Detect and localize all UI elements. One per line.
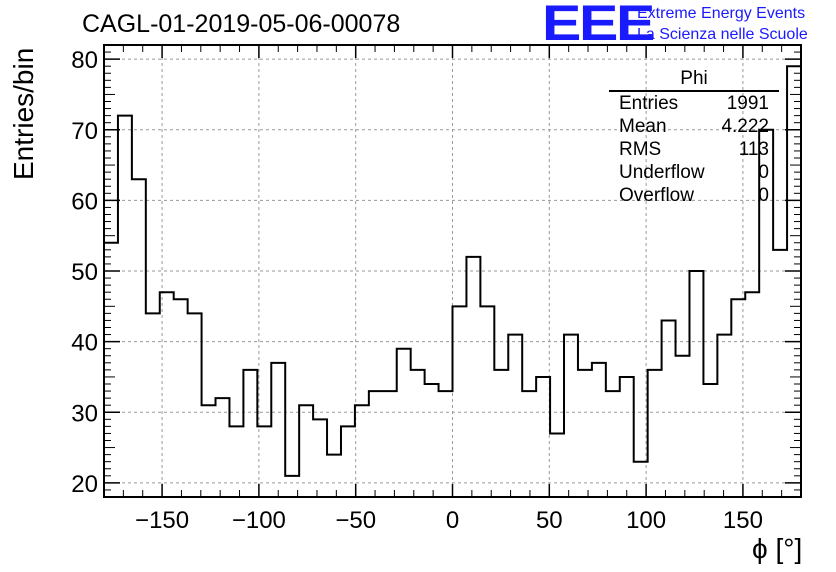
histogram-bin xyxy=(480,306,494,497)
histogram-bin xyxy=(689,271,703,497)
histogram-bin xyxy=(508,335,522,497)
histogram-bin xyxy=(369,391,383,497)
histogram-bin xyxy=(439,391,453,497)
stats-label: Overflow xyxy=(619,185,694,206)
histogram-bin xyxy=(271,363,285,497)
x-tick-label: −50 xyxy=(335,507,376,534)
histogram-bin xyxy=(494,370,508,497)
x-tick-label: 150 xyxy=(723,507,763,534)
y-tick-label: 20 xyxy=(71,471,98,498)
eee-logo: EEE xyxy=(542,0,655,51)
histogram-bin xyxy=(466,257,480,497)
stats-label: Mean xyxy=(619,116,667,137)
histogram-bin xyxy=(383,391,397,497)
y-tick-label: 70 xyxy=(71,118,98,145)
stats-value: 0 xyxy=(758,185,769,206)
histogram-bin xyxy=(313,419,327,497)
histogram-bin xyxy=(787,66,801,497)
histogram-bin xyxy=(550,433,564,497)
y-tick-label: 50 xyxy=(71,259,98,286)
histogram-bin xyxy=(592,363,606,497)
stats-row: RMS 113 xyxy=(609,138,779,161)
stats-label: RMS xyxy=(619,139,662,160)
histogram-bin xyxy=(202,405,216,497)
stats-row: Entries 1991 xyxy=(609,92,779,115)
stats-value: 113 xyxy=(738,139,769,160)
histogram-bin xyxy=(606,391,620,497)
logo-caption: Extreme Energy Events La Scienza nelle S… xyxy=(637,3,808,45)
histogram-bin xyxy=(118,116,132,497)
histogram-bin xyxy=(355,405,369,497)
histogram-bin xyxy=(453,306,467,497)
histogram-bin xyxy=(146,313,160,497)
histogram-bin xyxy=(522,391,536,497)
logo-caption-line2: La Scienza nelle Scuole xyxy=(637,26,808,43)
y-tick-label: 60 xyxy=(71,188,98,215)
histogram-bin xyxy=(327,455,341,497)
stats-value: 1991 xyxy=(726,93,769,114)
x-tick-label: −100 xyxy=(232,507,286,534)
histogram-bin xyxy=(160,292,174,497)
histogram-bin xyxy=(299,405,313,497)
y-tick-label: 30 xyxy=(71,400,98,427)
histogram-bin xyxy=(188,313,202,497)
y-tick-label: 80 xyxy=(71,47,98,74)
histogram-bin xyxy=(717,335,731,497)
histogram-bin xyxy=(620,377,634,497)
histogram-bin xyxy=(341,426,355,497)
stats-row: Overflow 0 xyxy=(609,184,779,207)
stats-row: Underflow 0 xyxy=(609,161,779,184)
y-tick-label: 40 xyxy=(71,330,98,357)
stats-box: Phi Entries 1991 Mean 4.222 RMS 113 Unde… xyxy=(609,68,779,207)
histogram-bin xyxy=(216,398,230,497)
histogram-bin xyxy=(243,370,257,497)
histogram-bin xyxy=(411,370,425,497)
histogram-bin xyxy=(132,179,146,497)
histogram-bin xyxy=(773,250,787,497)
histogram-bin xyxy=(397,349,411,497)
x-tick-label: −150 xyxy=(135,507,189,534)
logo-caption-line1: Extreme Energy Events xyxy=(637,5,806,22)
histogram-bin xyxy=(745,292,759,497)
histogram-bin xyxy=(731,299,745,497)
histogram-bin xyxy=(229,426,243,497)
histogram-bin xyxy=(578,370,592,497)
histogram-bin xyxy=(285,476,299,497)
histogram-bin xyxy=(676,356,690,497)
stats-box-title: Phi xyxy=(609,68,779,92)
y-axis-label: Entries/bin xyxy=(8,47,39,180)
stats-row: Mean 4.222 xyxy=(609,115,779,138)
histogram-bin xyxy=(425,384,439,497)
histogram-bin xyxy=(703,384,717,497)
histogram-bin xyxy=(648,370,662,497)
x-axis-label: ϕ [°] xyxy=(752,533,803,564)
stats-label: Underflow xyxy=(619,162,705,183)
histogram-bin xyxy=(564,335,578,497)
stats-value: 0 xyxy=(758,162,769,183)
histogram-series xyxy=(104,65,801,477)
histogram-bin xyxy=(536,377,550,497)
chart-title: CAGL-01-2019-05-06-00078 xyxy=(82,10,401,38)
stats-value: 4.222 xyxy=(721,116,769,137)
histogram-bin xyxy=(174,299,188,497)
histogram-bin xyxy=(662,320,676,497)
x-tick-label: 0 xyxy=(446,507,459,534)
stats-label: Entries xyxy=(619,93,679,114)
x-tick-label: 100 xyxy=(626,507,666,534)
x-tick-label: 50 xyxy=(536,507,563,534)
